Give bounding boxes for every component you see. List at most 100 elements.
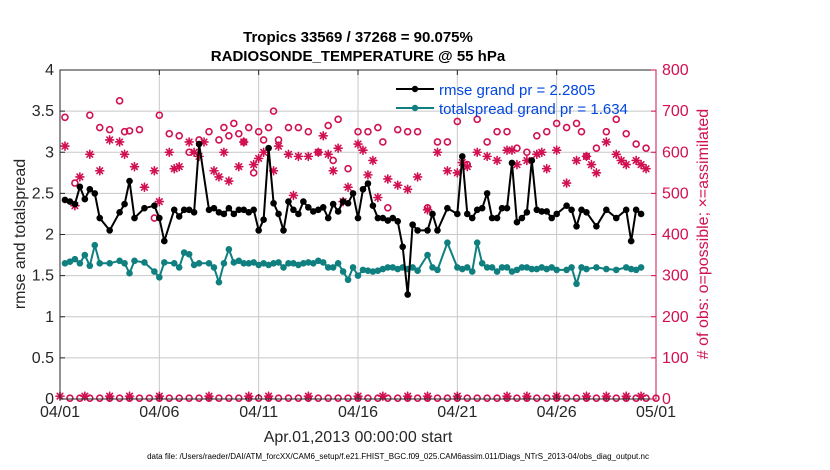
possible-obs-marker — [577, 127, 586, 136]
y-tick-label: 4 — [45, 62, 54, 79]
rmse-point — [255, 227, 262, 234]
rmse-point — [583, 208, 590, 216]
totalspread-point — [116, 257, 123, 265]
possible-obs-marker — [254, 127, 263, 136]
rmse-point — [389, 214, 397, 222]
assimilated-obs-marker — [412, 172, 423, 182]
totalspread-point — [161, 259, 168, 266]
totalspread-point — [156, 273, 163, 281]
assimilated-obs-marker — [328, 165, 338, 176]
assimilated-obs-marker — [586, 159, 597, 170]
assimilated-obs-marker — [472, 147, 483, 158]
rmse-point — [175, 213, 183, 220]
assimilated-obs-marker — [591, 168, 602, 178]
possible-obs-marker — [259, 136, 268, 144]
totalspread-point — [563, 266, 570, 274]
assimilated-obs-marker — [288, 190, 299, 201]
possible-obs-marker — [235, 394, 243, 402]
totalspread-point — [513, 266, 521, 274]
chart-marks — [55, 97, 660, 402]
possible-obs-marker — [284, 394, 293, 402]
possible-obs-marker — [413, 127, 422, 136]
assimilated-obs-marker — [323, 149, 334, 160]
totalspread-point — [468, 268, 476, 275]
assimilated-obs-marker — [382, 174, 393, 184]
rmse-point — [359, 185, 367, 193]
possible-obs-marker — [542, 127, 551, 136]
possible-obs-marker — [314, 394, 323, 402]
rmse-point — [573, 222, 580, 230]
possible-obs-marker — [324, 394, 333, 402]
assimilated-obs-marker — [368, 155, 378, 166]
rmse-point — [116, 208, 123, 216]
rmse-point — [280, 227, 287, 234]
rmse-point — [305, 204, 312, 211]
rmse-point — [245, 208, 253, 216]
possible-obs-marker — [413, 394, 422, 402]
assimilated-obs-marker — [149, 165, 160, 176]
rmse-point — [593, 222, 600, 230]
assimilated-obs-marker — [621, 159, 632, 170]
x-axis-label: Apr.01,2013 00:00:00 start — [264, 429, 453, 446]
y2-tick-label: 600 — [662, 144, 689, 161]
totalspread-point — [463, 264, 471, 271]
assimilated-obs-marker — [343, 182, 353, 193]
rmse-point — [96, 214, 104, 222]
totalspread-point — [454, 264, 461, 271]
rmse-point — [483, 190, 491, 197]
totalspread-point — [180, 249, 188, 256]
assimilated-obs-marker — [422, 205, 433, 215]
totalspread-point — [151, 268, 158, 275]
possible-obs-marker — [622, 129, 631, 138]
y-tick-label: 1.5 — [32, 268, 54, 285]
rmse-point — [523, 208, 531, 216]
totalspread-point — [270, 259, 277, 267]
totalspread-point — [473, 239, 481, 247]
possible-obs-marker — [324, 121, 333, 130]
rmse-point — [170, 206, 178, 214]
possible-obs-marker — [364, 127, 372, 136]
possible-obs-marker — [294, 123, 303, 132]
rmse-point — [225, 204, 233, 212]
assimilated-obs-marker — [507, 145, 517, 155]
totalspread-point — [354, 272, 362, 279]
possible-obs-marker — [230, 119, 238, 128]
rmse-point — [220, 210, 228, 218]
rmse-point — [384, 217, 392, 224]
assimilated-obs-marker — [378, 391, 388, 401]
rmse-point — [498, 204, 506, 212]
possible-obs-marker — [269, 107, 278, 115]
rmse-point — [493, 214, 501, 222]
possible-obs-marker — [602, 127, 611, 136]
possible-obs-marker — [552, 119, 561, 128]
rmse-point — [310, 208, 317, 215]
possible-obs-marker — [443, 394, 452, 402]
possible-obs-marker — [235, 129, 243, 138]
rmse-point — [488, 214, 496, 222]
totalspread-point — [275, 259, 282, 266]
totalspread-point — [260, 259, 267, 267]
assimilated-obs-marker — [119, 149, 130, 160]
totalspread-point — [374, 267, 382, 274]
assimilated-obs-marker — [402, 391, 413, 401]
assimilated-obs-marker — [611, 149, 622, 160]
y-tick-label: 1 — [45, 309, 54, 326]
totalspread-point — [235, 257, 243, 265]
totalspread-point — [220, 259, 228, 267]
possible-obs-marker — [155, 111, 164, 120]
rmse-point — [275, 210, 282, 218]
totalspread-point — [498, 264, 506, 271]
rmse-point — [185, 206, 193, 214]
totalspread-point — [215, 278, 223, 286]
rmse-point — [434, 227, 441, 234]
assimilated-obs-marker — [313, 147, 324, 158]
totalspread-point — [290, 259, 297, 267]
totalspread-point — [359, 266, 367, 274]
y-tick-label: 0 — [45, 391, 54, 408]
possible-obs-marker — [642, 144, 650, 152]
totalspread-point — [627, 265, 635, 273]
assimilated-obs-marker — [303, 391, 314, 401]
rmse-point — [627, 237, 635, 245]
assimilated-obs-marker — [373, 192, 383, 203]
x-tick-label: 04/16 — [338, 404, 378, 421]
